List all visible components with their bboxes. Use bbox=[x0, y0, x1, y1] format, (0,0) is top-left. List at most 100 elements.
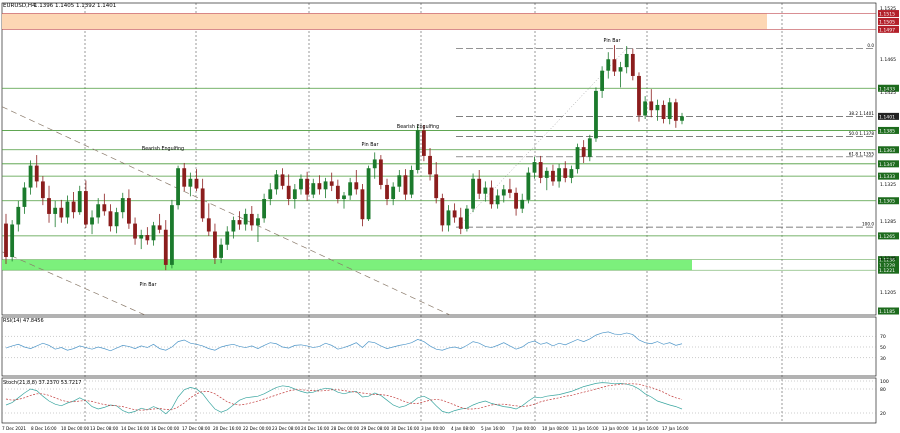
candle-body bbox=[225, 231, 230, 245]
candle-body bbox=[446, 210, 451, 226]
candle-body bbox=[65, 201, 70, 218]
candle-19 bbox=[120, 192, 125, 219]
candle-75 bbox=[465, 205, 469, 232]
candle-body bbox=[458, 217, 463, 229]
candle-13 bbox=[83, 180, 88, 228]
candle-0 bbox=[4, 213, 8, 265]
candle-63 bbox=[391, 182, 396, 206]
rsi-label: RSI(14) 47.8456 bbox=[3, 318, 44, 324]
candle-body bbox=[452, 210, 457, 218]
level-tag-3-bg bbox=[878, 160, 899, 168]
fib-label-2: 50.0 1.1378 bbox=[849, 131, 875, 136]
time-axis-label-6: 17 Dec 08:00 bbox=[182, 426, 210, 431]
candle-body bbox=[637, 75, 641, 116]
fib-label-0: 0.0 bbox=[867, 43, 874, 48]
candle-70 bbox=[434, 162, 439, 204]
candle-body bbox=[667, 102, 672, 120]
time-axis-label-7: 20 Dec 16:00 bbox=[213, 426, 241, 431]
candle-body bbox=[83, 191, 88, 225]
rsi-line bbox=[5, 331, 683, 352]
level-tag-4-bg bbox=[878, 172, 899, 180]
candle-body bbox=[262, 198, 267, 219]
candle-41 bbox=[256, 213, 260, 243]
price-zones bbox=[2, 13, 876, 271]
candle-98 bbox=[606, 52, 611, 79]
level-tag-0: 1.1433 bbox=[879, 86, 895, 92]
candle-body bbox=[483, 187, 488, 194]
stoch-level-label-0: 100 bbox=[880, 379, 889, 385]
stoch-main-line bbox=[5, 382, 683, 415]
candle-51 bbox=[317, 175, 322, 195]
candle-28 bbox=[176, 165, 180, 210]
time-axis-label-8: 22 Dec 00:00 bbox=[243, 426, 271, 431]
candle-71 bbox=[440, 193, 445, 232]
candle-102 bbox=[630, 48, 635, 81]
candle-53 bbox=[329, 172, 334, 192]
zone-tag-0-1-bg bbox=[878, 17, 899, 25]
candle-body bbox=[170, 205, 174, 265]
candle-body bbox=[200, 188, 205, 219]
candle-body bbox=[317, 183, 322, 190]
candle-77 bbox=[477, 169, 482, 199]
candle-65 bbox=[403, 169, 408, 200]
level-tag-1-bg bbox=[878, 126, 899, 134]
candle-38 bbox=[237, 211, 242, 230]
candle-27 bbox=[170, 199, 174, 269]
chart-ohlc: 1.1396 1.1405 1.1392 1.1401 bbox=[34, 3, 116, 9]
candle-body bbox=[40, 181, 45, 199]
candle-body bbox=[673, 102, 678, 121]
fib-label-1: 38.2 1.1401 bbox=[849, 111, 875, 116]
bottom-price-tag: 1.1185 bbox=[879, 309, 895, 315]
candle-60 bbox=[372, 152, 377, 179]
candle-body bbox=[630, 53, 635, 76]
candle-11 bbox=[71, 191, 76, 219]
candle-body bbox=[108, 211, 113, 227]
candle-body bbox=[624, 53, 629, 68]
candle-47 bbox=[292, 184, 297, 209]
candle-73 bbox=[452, 203, 457, 223]
candle-29 bbox=[182, 162, 187, 192]
candle-59 bbox=[366, 165, 371, 221]
rsi-level-label-1: 50 bbox=[880, 345, 886, 351]
candle-body bbox=[477, 178, 482, 194]
candle-body bbox=[249, 213, 254, 226]
candle-61 bbox=[378, 155, 383, 190]
candle-body bbox=[311, 183, 316, 195]
time-axis-label-11: 28 Dec 00:00 bbox=[331, 426, 359, 431]
candle-100 bbox=[618, 61, 623, 88]
pattern-label-2: Bearish Engulfing bbox=[397, 124, 439, 130]
candle-87 bbox=[538, 155, 543, 184]
level-tag-3: 1.1347 bbox=[879, 162, 895, 168]
candle-body bbox=[366, 168, 371, 220]
candle-105 bbox=[649, 89, 654, 118]
candle-40 bbox=[249, 206, 254, 231]
rsi-level-label-2: 30 bbox=[880, 356, 886, 362]
pattern-label-1: Pin Bar bbox=[140, 282, 157, 288]
candle-body bbox=[102, 204, 107, 212]
time-axis-label-12: 29 Dec 08:00 bbox=[361, 426, 389, 431]
time-axis-label-22: 17 Jan 16:00 bbox=[662, 426, 689, 431]
candle-body bbox=[268, 189, 273, 199]
candle-8 bbox=[53, 200, 58, 228]
candle-43 bbox=[268, 183, 273, 206]
candle-107 bbox=[661, 100, 666, 124]
candle-85 bbox=[526, 167, 531, 204]
zone-tag-0-1: 1.1505 bbox=[879, 19, 895, 25]
candle-99 bbox=[612, 45, 617, 76]
pattern-label-3: Pin Bar bbox=[362, 142, 379, 148]
candle-109 bbox=[673, 98, 678, 128]
candle-body bbox=[231, 220, 236, 232]
candle-body bbox=[440, 198, 445, 226]
candle-body bbox=[274, 174, 279, 190]
candle-80 bbox=[495, 189, 500, 209]
candle-4 bbox=[28, 160, 33, 195]
candle-84 bbox=[520, 193, 525, 214]
candle-10 bbox=[65, 195, 70, 224]
time-axis-label-15: 4 Jan 08:00 bbox=[451, 426, 475, 431]
level-tag-6-bg bbox=[878, 232, 899, 240]
candle-body bbox=[563, 168, 568, 178]
candle-body bbox=[489, 187, 494, 205]
zone-tag-1-2-bg bbox=[878, 266, 899, 274]
candle-15 bbox=[96, 198, 101, 224]
candle-body bbox=[397, 175, 402, 187]
